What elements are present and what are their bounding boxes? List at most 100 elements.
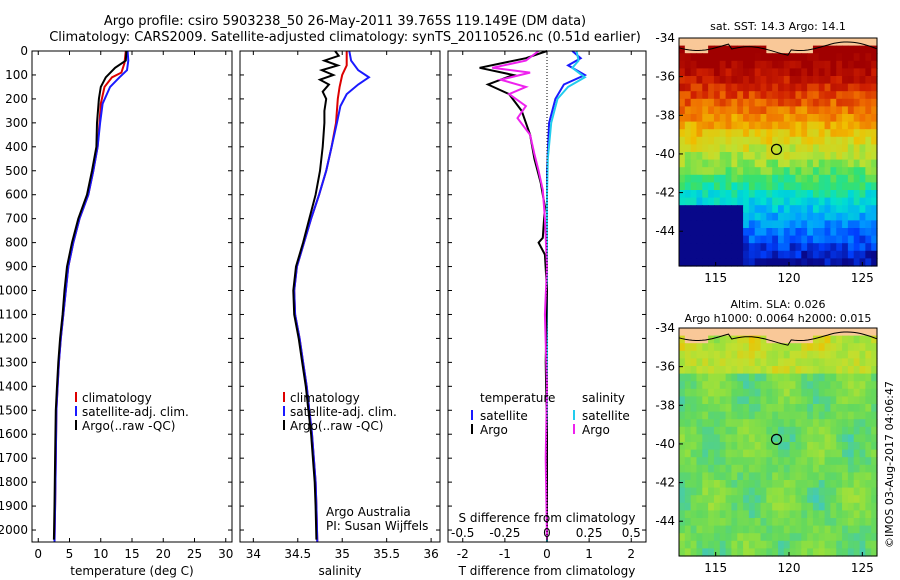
map-cell xyxy=(824,106,832,115)
map-cell xyxy=(766,136,773,145)
map-cell xyxy=(836,76,843,85)
map-cell xyxy=(754,114,762,123)
map-cell xyxy=(801,182,808,191)
map-cell xyxy=(795,106,802,115)
map-cell xyxy=(719,136,727,145)
map-cell xyxy=(702,53,709,62)
map-cell xyxy=(731,480,738,489)
map-cell xyxy=(725,182,733,191)
map-cell xyxy=(789,190,797,199)
map-cell xyxy=(783,38,791,47)
map-cell xyxy=(801,396,808,405)
map-cell xyxy=(836,190,843,199)
map-cell xyxy=(836,106,843,115)
map-cell xyxy=(754,212,762,221)
x-tick-label: -1 xyxy=(499,547,511,561)
map-cell xyxy=(859,228,866,237)
map-cell xyxy=(684,197,692,206)
map-cell xyxy=(754,182,762,191)
map-cell xyxy=(871,136,878,145)
map-cell xyxy=(772,480,779,489)
map-cell xyxy=(836,167,843,176)
map-cell xyxy=(842,472,849,481)
map-cell xyxy=(743,197,750,206)
map-cell xyxy=(795,525,802,534)
map-cell xyxy=(795,174,802,183)
map-cell xyxy=(865,205,872,214)
map-cell xyxy=(778,91,785,100)
map-cell xyxy=(748,366,756,375)
map-cell xyxy=(795,442,802,451)
map-cell xyxy=(731,243,738,252)
map-cell xyxy=(842,510,849,519)
map-cell xyxy=(801,510,808,519)
map-cell xyxy=(824,129,832,138)
map-cell xyxy=(824,136,832,145)
map-cell xyxy=(859,190,866,199)
map-cell xyxy=(684,366,692,375)
map-cell xyxy=(713,411,721,420)
map-cell xyxy=(725,343,733,352)
map-cell xyxy=(783,76,791,85)
map-cell xyxy=(807,60,814,69)
map-cell xyxy=(795,449,802,458)
map-cell xyxy=(836,540,843,549)
map-cell xyxy=(766,404,773,413)
map-cell xyxy=(818,228,826,237)
map-cell xyxy=(690,121,698,130)
map-cell xyxy=(748,518,756,527)
map-cell xyxy=(847,419,855,428)
map-cell xyxy=(795,136,802,145)
map-cell xyxy=(713,518,721,527)
map-cell xyxy=(853,343,861,352)
map-cell xyxy=(684,540,692,549)
map-cell xyxy=(847,335,855,344)
map-cell xyxy=(754,442,762,451)
map-cell xyxy=(859,533,866,542)
map-cell xyxy=(783,358,791,367)
map-cell xyxy=(783,388,791,397)
map-cell xyxy=(836,60,843,69)
map-cell xyxy=(708,335,715,344)
map-cell xyxy=(807,159,814,168)
map-cell xyxy=(737,350,744,359)
map-cell xyxy=(748,457,756,466)
map-cell xyxy=(865,540,872,549)
map-cell xyxy=(853,434,861,443)
map-cell xyxy=(696,212,703,221)
map-cell xyxy=(871,495,878,504)
map-cell xyxy=(702,442,709,451)
map-cell xyxy=(719,396,727,405)
map-cell xyxy=(795,404,802,413)
map-cell xyxy=(713,457,721,466)
map-cell xyxy=(795,205,802,214)
map-cell xyxy=(690,159,698,168)
map-cells xyxy=(679,328,878,557)
map-cell xyxy=(719,167,727,176)
map-cell xyxy=(725,366,733,375)
map-cell xyxy=(713,373,721,382)
map-cell xyxy=(836,487,843,496)
y-tick-label: -44 xyxy=(655,514,675,528)
map-cell xyxy=(772,426,779,435)
map-cell xyxy=(766,381,773,390)
x-tick-label: 30 xyxy=(218,547,233,561)
map-cell xyxy=(830,212,837,221)
map-cell xyxy=(871,434,878,443)
map-cell xyxy=(865,525,872,534)
map-cell xyxy=(766,182,773,191)
map-cell xyxy=(795,98,802,107)
map-cell xyxy=(812,182,820,191)
map-cell xyxy=(830,540,837,549)
map-cell xyxy=(812,525,820,534)
map-cell xyxy=(713,98,721,107)
map-cell xyxy=(801,152,808,161)
map-cell xyxy=(783,525,791,534)
map-cell xyxy=(778,235,785,244)
map-cell xyxy=(696,510,703,519)
map-cell xyxy=(778,419,785,428)
map-cell xyxy=(801,228,808,237)
map-cell xyxy=(778,404,785,413)
map-cell xyxy=(783,366,791,375)
map-cell xyxy=(696,144,703,153)
